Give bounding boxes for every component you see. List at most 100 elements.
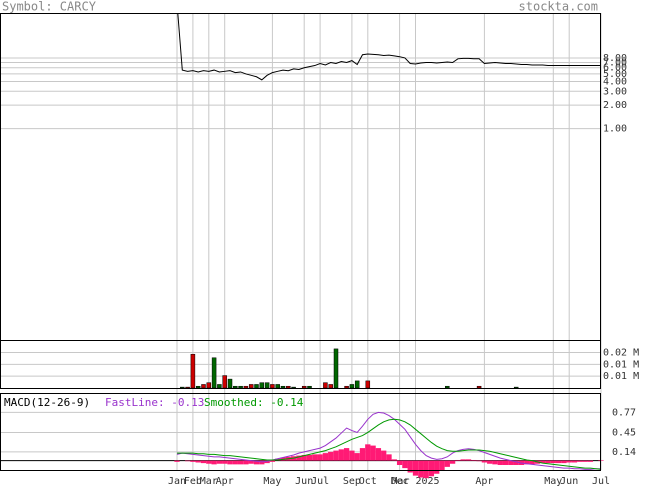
x-tick-label: Sep [343,476,361,486]
volume-bar [254,384,259,389]
histogram-bar [232,460,238,465]
volume-bar [445,385,450,389]
histogram-bar [322,453,329,461]
volume-bar [233,385,238,389]
y-tick-label: 6.00 [603,63,627,74]
x-tick-label: Dec [391,476,409,486]
histogram-bar [587,460,594,462]
histogram-bar [296,455,302,461]
volume-bar [349,384,355,389]
volume-bar [476,385,482,389]
volume-bar [227,378,233,389]
histogram-bar [227,460,233,465]
y-tick-label: 0.77 [612,407,636,418]
histogram-bar [508,460,514,465]
y-tick-label: 0.02 M [603,347,639,358]
volume-bar [291,386,296,389]
histogram-bar [540,460,546,464]
histogram-bar [259,460,265,465]
histogram-bar [529,460,535,465]
y-tick-label: 4.00 [603,77,627,88]
volume-frame [0,340,601,389]
histogram-bar [545,460,551,464]
histogram-bar [492,460,498,465]
volume-bar [323,382,328,389]
y-tick-label: 8.00 [603,53,627,64]
histogram-bar [312,454,318,461]
histogram-bar [243,460,249,465]
histogram-bar [195,460,201,463]
price-line [177,13,600,81]
histogram-bar [333,450,339,461]
histogram-bar [237,460,244,465]
histogram-bar [269,460,276,462]
histogram-bar [381,450,387,461]
histogram-bar [338,449,344,461]
histogram-bar [555,460,562,464]
histogram-bar [370,445,376,461]
y-tick-label: 0.14 [612,447,636,458]
volume-bar [190,353,196,389]
histogram-bar [354,453,360,461]
histogram-bar [434,460,440,474]
macd-line [177,418,602,470]
volume-bar [280,385,286,389]
x-tick-label: Jun [560,476,578,486]
histogram-bar [571,460,578,463]
histogram-bar [386,454,392,461]
histogram-bar [412,460,419,476]
histogram-bar [301,454,307,461]
histogram-bar [428,460,435,477]
histogram-bar [211,460,217,465]
x-tick-label: Mar [200,476,218,486]
histogram-bar [359,448,366,461]
histogram-bar [550,460,556,464]
histogram-bar [497,460,503,465]
volume-bar [211,357,217,389]
volume-bar [206,382,212,389]
x-tick-label: Jan [168,476,186,486]
histogram-bar [455,459,461,461]
y-tick-label: 7.00 [603,57,627,68]
macd-title: MACD(12-26-9) [4,396,90,409]
legend-entry: FastLine: -0.13 [105,396,204,409]
histogram-bar [465,459,472,461]
volume-bar [365,380,371,389]
legend-entry: Smoothed: -0.14 [204,396,304,409]
y-tick-label: 0.01 M [603,371,639,382]
histogram-bar [449,460,456,464]
x-tick-label: Jul [592,476,610,486]
volume-bar [344,385,349,389]
volume-bar [270,384,275,389]
x-tick-label: Mar 2025 [391,476,439,486]
histogram-bar [190,460,196,462]
volume-bar [259,382,265,389]
volume-bar [201,384,206,389]
symbol: Symbol: CARCY [2,0,97,14]
x-tick-label: May [263,476,281,486]
volume-bar [275,384,280,389]
histogram-bar [206,460,212,464]
x-tick-label: May [544,476,562,486]
histogram-bar [566,460,572,463]
histogram-bar [402,460,408,469]
site: stockta.com [519,0,598,14]
macd-frame [0,393,601,471]
volume-bar [180,386,185,389]
volume-bar [195,385,201,389]
histogram-bar [222,460,228,464]
histogram-bar [391,459,397,461]
histogram-bar [328,451,334,461]
y-tick-label: 0.45 [612,427,636,438]
volume-bar [286,385,291,389]
histogram-bar [200,460,207,464]
x-tick-label: Jul [311,476,329,486]
histogram-bar [407,460,413,473]
x-tick-label: Jun [295,476,313,486]
volume-bar [243,385,249,389]
histogram-bar [423,460,429,479]
histogram-bar [349,450,355,461]
histogram-bar [502,460,509,465]
histogram-bar [184,460,191,462]
